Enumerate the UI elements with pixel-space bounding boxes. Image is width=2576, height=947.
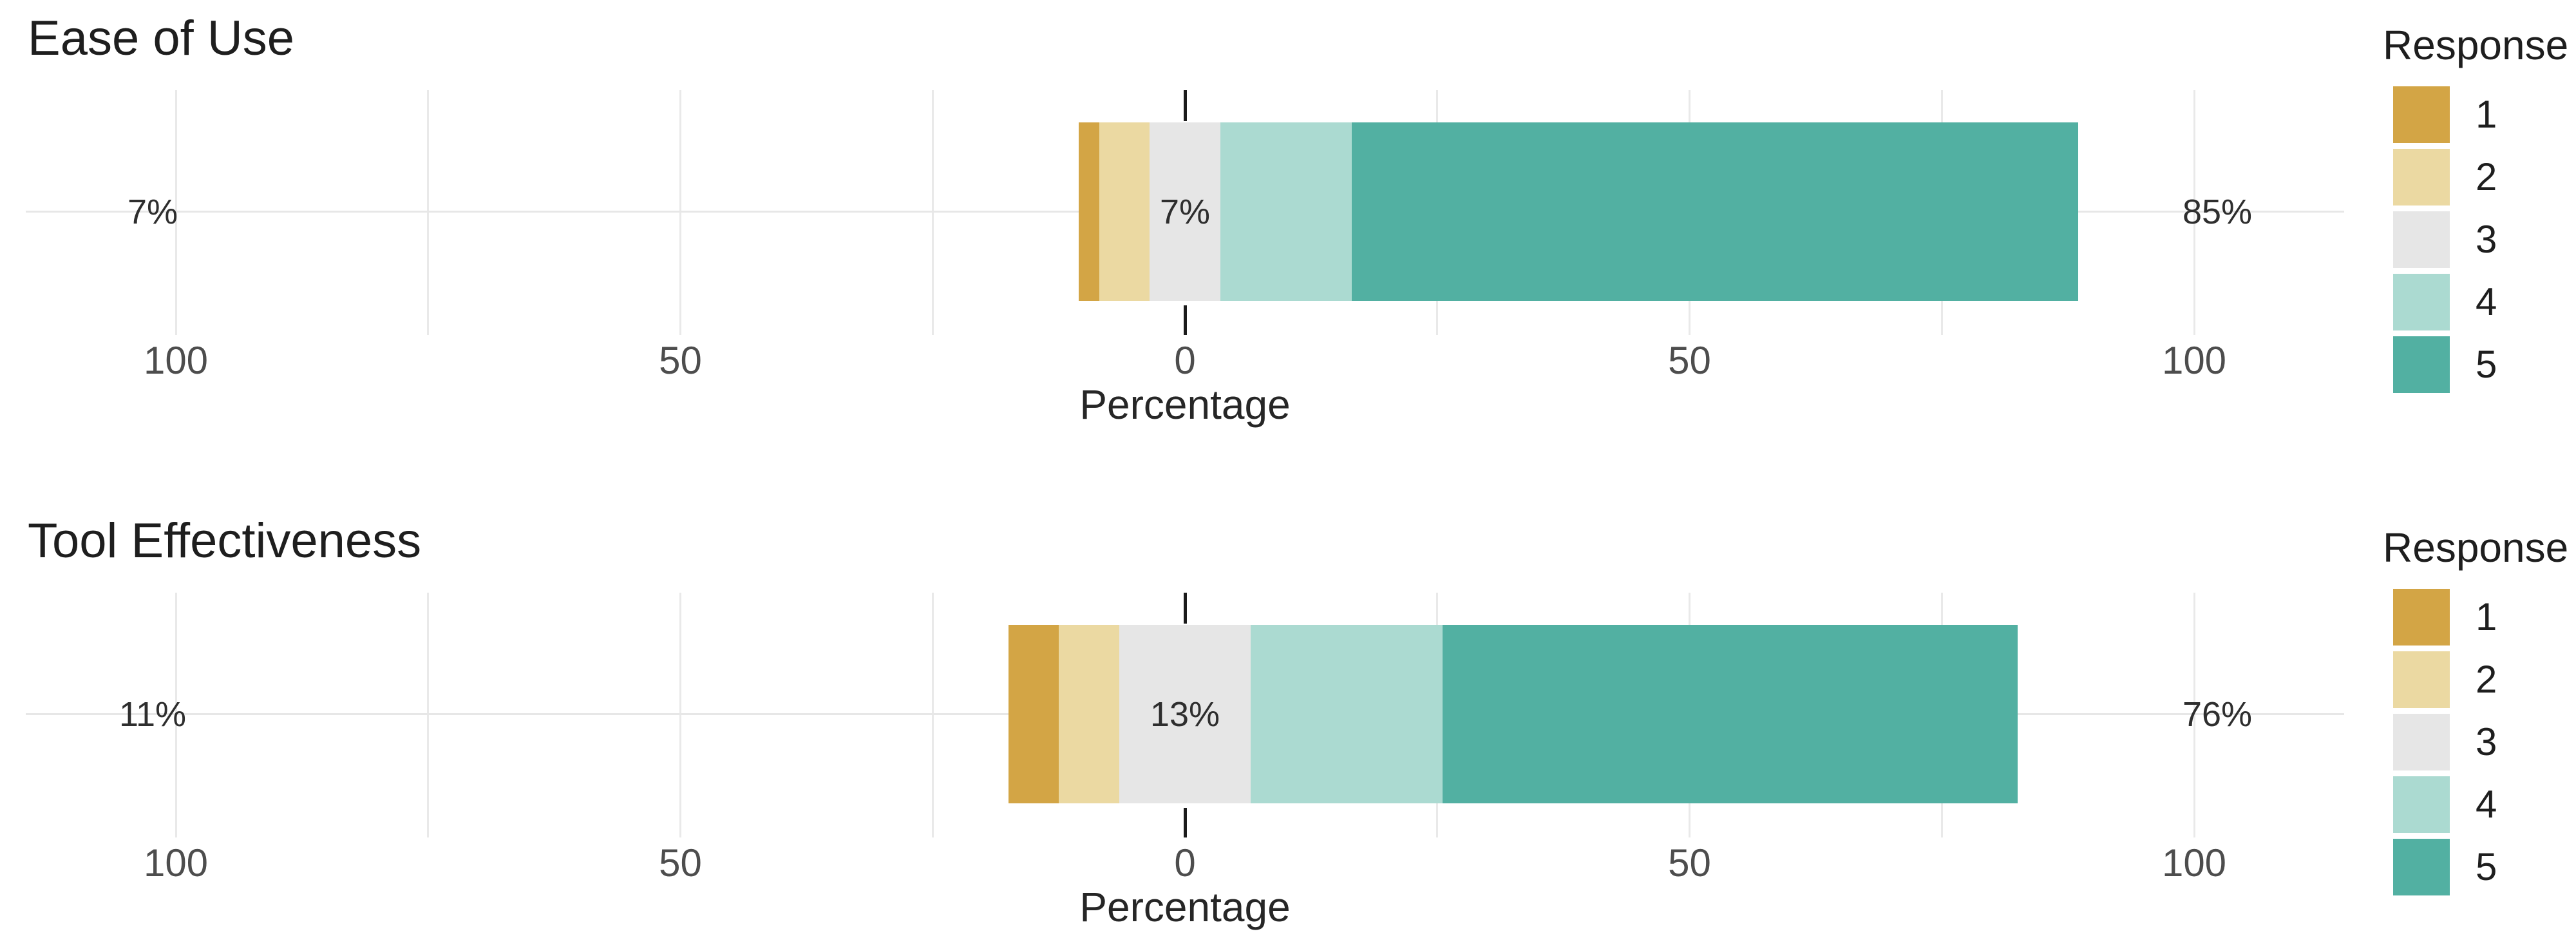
gridline-x-50 [679,90,681,335]
positive-share-label: 76% [2182,695,2253,734]
legend-item-1: 1 [2393,589,2497,646]
legend-label: 2 [2476,155,2497,198]
legend-label: 3 [2476,218,2497,261]
zero-line-dash-bottom [1184,808,1187,837]
chart-title: Ease of Use [28,11,294,66]
legend-label: 1 [2476,595,2497,638]
x-tick-label: 100 [143,841,209,885]
legend-swatch [2393,211,2450,268]
gridline-x-100 [2193,90,2195,335]
legend-label: 4 [2476,783,2497,826]
x-tick-label: 100 [143,339,209,382]
plot-panel: 11% 13% 76% [26,593,2344,837]
bar-segment-response-2 [1059,625,1120,803]
neutral-share-label: 13% [1150,695,1220,734]
legend-items: 1 2 3 4 5 [2393,86,2497,399]
negative-share-label: 7% [127,193,178,231]
legend-swatch [2393,714,2450,770]
legend-swatch [2393,336,2450,393]
x-tick-label: 50 [659,339,702,382]
gridline-x-100 [175,90,177,335]
legend-label: 3 [2476,720,2497,763]
zero-line-dash-top [1184,90,1187,121]
x-tick-label: 0 [1174,841,1196,885]
x-tick-label: 50 [1668,841,1711,885]
stacked-bar [1079,122,2078,301]
x-tick-label: 100 [2161,841,2227,885]
gridline-x-25 [931,90,934,335]
legend-item-2: 2 [2393,149,2497,206]
bar-segment-response-1 [1008,625,1059,803]
legend-item-2: 2 [2393,651,2497,708]
bar-segment-response-1 [1079,122,1099,301]
legend-swatch [2393,839,2450,895]
bar-segment-response-2 [1099,122,1150,301]
chart-title: Tool Effectiveness [28,513,422,568]
positive-share-label: 85% [2182,193,2253,231]
x-tick-label: 100 [2161,339,2227,382]
legend-swatch [2393,776,2450,833]
bar-segment-response-4 [1250,625,1443,803]
legend-item-1: 1 [2393,86,2497,143]
legend-item-5: 5 [2393,839,2497,895]
bar-segment-response-3 [1150,122,1220,301]
zero-line-dash-top [1184,593,1187,624]
legend-swatch [2393,86,2450,143]
x-tick-label: 0 [1174,339,1196,382]
x-axis-title: Percentage [1079,381,1291,428]
x-axis-tick-labels: 100 50 0 50 100 [26,844,2344,889]
legend-label: 1 [2476,93,2497,136]
legend-label: 5 [2476,343,2497,386]
gridline-x-75 [427,90,430,335]
chart-tool-effectiveness: Tool Effectiveness 11% 13% 76% 100 50 0 50 1… [0,502,2576,947]
legend-item-3: 3 [2393,211,2497,268]
x-tick-label: 50 [1668,339,1711,382]
plot-panel: 7% 7% 85% [26,90,2344,335]
x-axis-title: Percentage [1079,884,1291,930]
legend-title: Response [2383,524,2569,571]
legend-item-4: 4 [2393,776,2497,833]
legend-swatch [2393,589,2450,646]
legend-item-5: 5 [2393,336,2497,393]
zero-line-dash-bottom [1184,305,1187,335]
gridline-x-100 [175,593,177,837]
legend-label: 4 [2476,280,2497,323]
stacked-bar [1008,625,2018,803]
legend-item-4: 4 [2393,274,2497,330]
legend-swatch [2393,274,2450,330]
chart-ease-of-use: Ease of Use 7% 7% 85% 100 50 0 50 100 Percen… [0,0,2576,445]
bar-segment-response-5 [1351,122,2078,301]
legend-items: 1 2 3 4 5 [2393,589,2497,901]
neutral-share-label: 7% [1159,193,1211,231]
bar-segment-response-4 [1220,122,1352,301]
gridline-x-50 [679,593,681,837]
legend-item-3: 3 [2393,714,2497,770]
gridline-x-25 [931,593,934,837]
negative-share-label: 11% [118,695,187,734]
legend-label: 2 [2476,658,2497,701]
legend-label: 5 [2476,845,2497,888]
x-tick-label: 50 [659,841,702,885]
bar-segment-response-5 [1442,625,2018,803]
legend-swatch [2393,149,2450,206]
gridline-x-75 [427,593,430,837]
legend-title: Response [2383,22,2569,68]
legend-swatch [2393,651,2450,708]
gridline-x-100 [2193,593,2195,837]
x-axis-tick-labels: 100 50 0 50 100 [26,341,2344,387]
bar-segment-response-3 [1119,625,1251,803]
